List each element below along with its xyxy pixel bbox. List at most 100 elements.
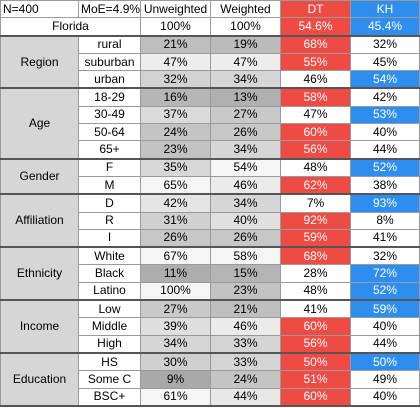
value-cell: 65% xyxy=(140,175,211,196)
value-cell: 27% xyxy=(210,105,281,125)
value-cell: 47% xyxy=(210,52,281,72)
value-cell: 15% xyxy=(210,264,281,283)
value-cell: 53% xyxy=(350,105,420,125)
group-label: Affiliation xyxy=(0,193,79,249)
row-label: D xyxy=(78,193,141,213)
value-cell: 24% xyxy=(140,123,211,142)
value-cell: 45% xyxy=(350,52,420,72)
value-cell: 41% xyxy=(350,228,420,249)
value-cell: 68% xyxy=(280,246,351,266)
row-label: rural xyxy=(78,35,141,54)
total: 100% xyxy=(140,17,211,37)
value-cell: 46% xyxy=(210,317,281,336)
value-cell: 46% xyxy=(210,175,281,196)
value-cell: 39% xyxy=(140,317,211,336)
value-cell: 13% xyxy=(210,87,281,107)
value-cell: 55% xyxy=(280,52,351,72)
data-row: urban 32% 34% 46% 54% xyxy=(1,70,420,90)
value-cell: 9% xyxy=(140,370,211,389)
data-row: Some C 9% 24% 51% 49% xyxy=(1,370,420,389)
value-cell: 93% xyxy=(350,193,420,213)
value-cell: 40% xyxy=(350,317,420,336)
row-label: Latino xyxy=(78,281,141,302)
value-cell: 33% xyxy=(210,334,281,354)
value-cell: 46% xyxy=(280,70,351,90)
value-cell: 48% xyxy=(280,158,351,177)
value-cell: 35% xyxy=(140,158,211,177)
group-label: Gender xyxy=(0,158,79,196)
value-cell: 32% xyxy=(140,70,211,90)
row-label: I xyxy=(78,228,141,249)
value-cell: 50% xyxy=(350,352,420,372)
data-row: I 26% 26% 59% 41% xyxy=(1,228,420,249)
data-row: Affiliation D 42% 34% 7% 93% xyxy=(0,193,420,249)
value-cell: 56% xyxy=(280,140,351,160)
value-cell: 8% xyxy=(350,211,420,230)
margin-of-error: MoE=4.9% xyxy=(78,0,141,19)
value-cell: 33% xyxy=(210,352,281,372)
data-row: BSC+ 61% 44% 60% 40% xyxy=(1,387,420,407)
value-cell: 58% xyxy=(210,246,281,266)
header-row: N=400 MoE=4.9% Unweighted Weighted DT KH xyxy=(0,0,420,19)
value-cell: 38% xyxy=(350,175,420,196)
value-cell: 24% xyxy=(210,370,281,389)
row-label: R xyxy=(78,211,141,230)
data-row: Middle 39% 46% 60% 40% xyxy=(1,317,420,336)
data-row: Black 11% 15% 28% 72% xyxy=(1,264,420,283)
value-cell: 60% xyxy=(280,317,351,336)
sample-size: N=400 xyxy=(0,0,79,19)
value-cell: 40% xyxy=(350,123,420,142)
value-cell: 7% xyxy=(280,193,351,213)
value-cell: 47% xyxy=(280,105,351,125)
data-row: M 65% 46% 62% 38% xyxy=(1,175,420,196)
value-cell: 60% xyxy=(280,387,351,407)
data-row: Gender F 35% 54% 48% 52% xyxy=(0,158,420,196)
value-cell: 28% xyxy=(280,264,351,283)
row-label: suburban xyxy=(78,52,141,72)
value-cell: 37% xyxy=(140,105,211,125)
value-cell: 58% xyxy=(280,87,351,107)
value-cell: 42% xyxy=(350,87,420,107)
value-cell: 26% xyxy=(210,228,281,249)
state: Florida xyxy=(0,17,141,37)
data-row: Income Low 27% 21% 41% 59% xyxy=(0,299,420,354)
data-row: Ethnicity White 67% 58% 68% 32% xyxy=(0,246,420,302)
value-cell: 67% xyxy=(140,246,211,266)
value-cell: 42% xyxy=(140,193,211,213)
row-label: White xyxy=(78,246,141,266)
column-header: Weighted xyxy=(210,0,281,19)
value-cell: 61% xyxy=(140,387,211,407)
row-label: Middle xyxy=(78,317,141,336)
value-cell: 40% xyxy=(210,211,281,230)
total: 45.4% xyxy=(350,17,420,37)
value-cell: 30% xyxy=(140,352,211,372)
value-cell: 26% xyxy=(210,123,281,142)
row-label: 65+ xyxy=(78,140,141,160)
data-row: R 31% 40% 92% 8% xyxy=(1,211,420,230)
value-cell: 21% xyxy=(210,299,281,319)
value-cell: 40% xyxy=(350,387,420,407)
value-cell: 60% xyxy=(280,123,351,142)
value-cell: 62% xyxy=(280,175,351,196)
value-cell: 34% xyxy=(140,334,211,354)
value-cell: 54% xyxy=(350,70,420,90)
value-cell: 59% xyxy=(280,228,351,249)
group-label: Age xyxy=(0,87,79,160)
value-cell: 23% xyxy=(140,140,211,160)
data-row: 50-64 24% 26% 60% 40% xyxy=(1,123,420,142)
column-header: Unweighted xyxy=(140,0,211,19)
column-header: KH xyxy=(350,0,420,19)
group-label: Income xyxy=(0,299,79,354)
value-cell: 34% xyxy=(210,140,281,160)
total: 100% xyxy=(210,17,281,37)
row-label: M xyxy=(78,175,141,196)
totals-row: Florida 100% 100% 54.6% 45.4% xyxy=(0,17,420,37)
value-cell: 44% xyxy=(350,334,420,354)
value-cell: 26% xyxy=(140,228,211,249)
value-cell: 19% xyxy=(210,35,281,54)
data-row: Region rural 21% 19% 68% 32% xyxy=(0,35,420,90)
value-cell: 32% xyxy=(350,35,420,54)
data-row: 65+ 23% 34% 56% 44% xyxy=(1,140,420,160)
value-cell: 27% xyxy=(140,299,211,319)
value-cell: 23% xyxy=(210,281,281,302)
